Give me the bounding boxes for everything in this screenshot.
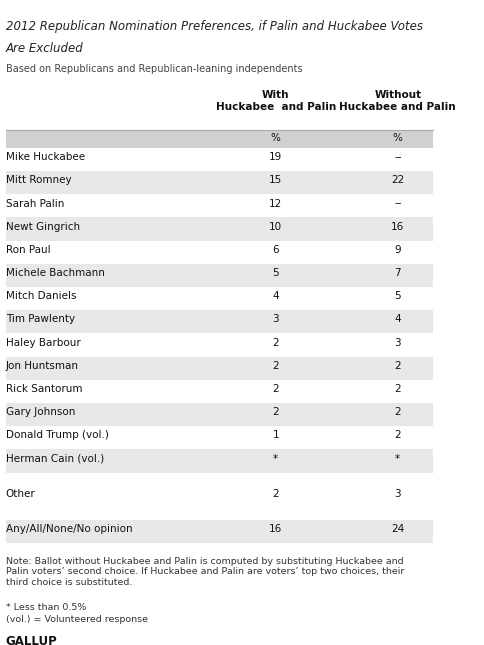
FancyBboxPatch shape (6, 485, 433, 508)
Text: --: -- (394, 199, 402, 208)
Text: 5: 5 (394, 292, 401, 301)
Text: 7: 7 (394, 268, 401, 278)
Text: Mitt Romney: Mitt Romney (6, 175, 71, 185)
Text: Without
Huckabee and Palin: Without Huckabee and Palin (339, 90, 456, 112)
FancyBboxPatch shape (6, 310, 433, 333)
FancyBboxPatch shape (6, 403, 433, 426)
FancyBboxPatch shape (6, 130, 433, 148)
Text: Mitch Daniels: Mitch Daniels (6, 292, 76, 301)
Text: 4: 4 (394, 315, 401, 324)
FancyBboxPatch shape (6, 380, 433, 403)
Text: 16: 16 (269, 524, 283, 535)
FancyBboxPatch shape (6, 217, 433, 241)
Text: 12: 12 (269, 199, 283, 208)
Text: 2: 2 (272, 384, 279, 394)
Text: 2: 2 (272, 361, 279, 371)
Text: 2: 2 (272, 338, 279, 348)
Text: 2: 2 (272, 489, 279, 499)
Text: 22: 22 (391, 175, 405, 185)
Text: Tim Pawlenty: Tim Pawlenty (6, 315, 75, 324)
Text: 15: 15 (269, 175, 283, 185)
Text: 2: 2 (394, 384, 401, 394)
Text: * Less than 0.5%: * Less than 0.5% (6, 602, 86, 611)
FancyBboxPatch shape (6, 241, 433, 264)
Text: *: * (395, 453, 400, 464)
Text: --: -- (394, 152, 402, 162)
Text: Rick Santorum: Rick Santorum (6, 384, 82, 394)
FancyBboxPatch shape (6, 148, 433, 171)
Text: Based on Republicans and Republican-leaning independents: Based on Republicans and Republican-lean… (6, 64, 302, 74)
Text: 2: 2 (394, 407, 401, 417)
FancyBboxPatch shape (6, 287, 433, 310)
Text: 2: 2 (272, 407, 279, 417)
Text: 2: 2 (394, 361, 401, 371)
Text: %: % (271, 134, 281, 143)
Text: 10: 10 (269, 222, 282, 232)
Text: Other: Other (6, 489, 35, 499)
Text: Newt Gingrich: Newt Gingrich (6, 222, 80, 232)
Text: 3: 3 (394, 489, 401, 499)
Text: 4: 4 (272, 292, 279, 301)
Text: (vol.) = Volunteered response: (vol.) = Volunteered response (6, 615, 148, 624)
FancyBboxPatch shape (6, 264, 433, 287)
Text: 2012 Republican Nomination Preferences, if Palin and Huckabee Votes: 2012 Republican Nomination Preferences, … (6, 20, 423, 33)
FancyBboxPatch shape (6, 333, 433, 357)
FancyBboxPatch shape (6, 171, 433, 194)
FancyBboxPatch shape (6, 426, 433, 450)
Text: Jon Huntsman: Jon Huntsman (6, 361, 79, 371)
Text: 3: 3 (394, 338, 401, 348)
Text: Donald Trump (vol.): Donald Trump (vol.) (6, 430, 108, 441)
Text: 2: 2 (394, 430, 401, 441)
Text: Any/All/None/No opinion: Any/All/None/No opinion (6, 524, 132, 535)
Text: Note: Ballot without Huckabee and Palin is computed by substituting Huckabee and: Note: Ballot without Huckabee and Palin … (6, 557, 404, 586)
Text: 5: 5 (272, 268, 279, 278)
Text: 16: 16 (391, 222, 405, 232)
FancyBboxPatch shape (6, 520, 433, 543)
Text: 1: 1 (272, 430, 279, 441)
FancyBboxPatch shape (6, 357, 433, 380)
Text: GALLUP: GALLUP (6, 635, 58, 645)
Text: *: * (273, 453, 278, 464)
Text: With
Huckabee  and Palin: With Huckabee and Palin (216, 90, 336, 112)
Text: %: % (393, 134, 403, 143)
Text: Mike Huckabee: Mike Huckabee (6, 152, 85, 162)
FancyBboxPatch shape (6, 450, 433, 473)
Text: Are Excluded: Are Excluded (6, 43, 84, 55)
Text: 9: 9 (394, 245, 401, 255)
Text: Haley Barbour: Haley Barbour (6, 338, 80, 348)
Text: 6: 6 (272, 245, 279, 255)
Text: 19: 19 (269, 152, 283, 162)
Text: Ron Paul: Ron Paul (6, 245, 50, 255)
Text: Gary Johnson: Gary Johnson (6, 407, 75, 417)
Text: Herman Cain (vol.): Herman Cain (vol.) (6, 453, 104, 464)
Text: 24: 24 (391, 524, 405, 535)
Text: Michele Bachmann: Michele Bachmann (6, 268, 105, 278)
Text: Sarah Palin: Sarah Palin (6, 199, 64, 208)
FancyBboxPatch shape (6, 194, 433, 217)
Text: 3: 3 (272, 315, 279, 324)
